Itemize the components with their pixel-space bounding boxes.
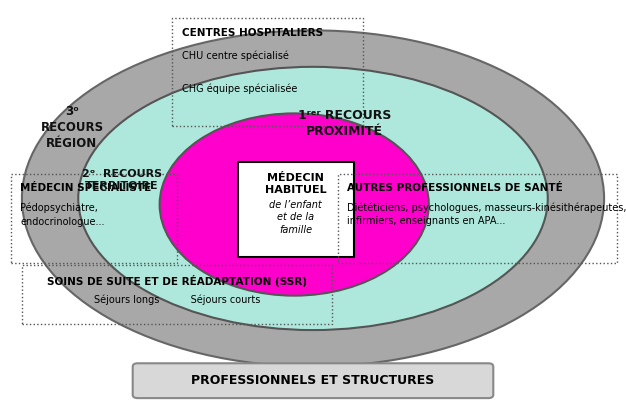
Text: Pédopsychiatre,
endocrinologue...: Pédopsychiatre, endocrinologue... [20,202,105,227]
Text: MÉDECIN
HABITUEL: MÉDECIN HABITUEL [265,173,327,195]
Ellipse shape [78,67,548,330]
Text: PROFESSIONNELS ET STRUCTURES: PROFESSIONNELS ET STRUCTURES [192,374,434,387]
Ellipse shape [22,30,604,367]
Text: CENTRES HOSPITALIERS: CENTRES HOSPITALIERS [182,28,322,38]
FancyBboxPatch shape [133,363,493,398]
Text: de l’enfant
et de la
famille: de l’enfant et de la famille [269,200,322,234]
Text: Séjours longs          Séjours courts: Séjours longs Séjours courts [94,295,260,305]
Text: 1ʳᵉʳ RECOURS
PROXIMITÉ: 1ʳᵉʳ RECOURS PROXIMITÉ [297,109,391,138]
Text: Diététiciens, psychologues, masseurs-kinésithérapeutes,
infirmiers, enseignants : Diététiciens, psychologues, masseurs-kin… [347,202,626,226]
Ellipse shape [160,113,429,296]
Text: CHU centre spécialisé: CHU centre spécialisé [182,51,289,61]
Text: CHG équipe spécialisée: CHG équipe spécialisée [182,83,297,94]
Text: 2ᵒ  RECOURS
TERRITOIRE: 2ᵒ RECOURS TERRITOIRE [82,169,162,192]
FancyBboxPatch shape [238,162,354,257]
Text: MÉDECIN SPÉCIALISTE: MÉDECIN SPÉCIALISTE [20,183,151,194]
Text: SOINS DE SUITE ET DE RÉADAPTATION (SSR): SOINS DE SUITE ET DE RÉADAPTATION (SSR) [47,275,307,287]
Text: AUTRES PROFESSIONNELS DE SANTÉ: AUTRES PROFESSIONNELS DE SANTÉ [347,183,563,194]
Text: 3ᵒ
RECOURS
RÉGION: 3ᵒ RECOURS RÉGION [41,105,103,150]
